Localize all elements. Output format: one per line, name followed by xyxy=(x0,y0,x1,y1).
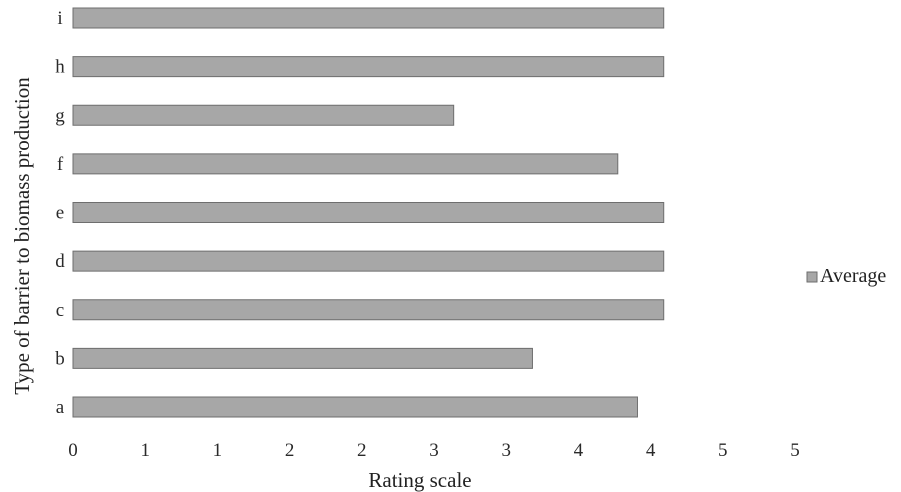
y-tick-labels: a b c d e f g h i xyxy=(55,8,65,418)
y-tick-label-h: h xyxy=(55,57,65,78)
x-tick-label: 5 xyxy=(790,440,800,461)
x-tick-label: 1 xyxy=(213,440,223,461)
y-tick-label-f: f xyxy=(57,154,64,175)
x-tick-label: 2 xyxy=(285,440,295,461)
bar-e xyxy=(72,202,665,223)
bar-a xyxy=(72,396,638,418)
y-tick-label-e: e xyxy=(56,203,64,224)
x-tick-label: 3 xyxy=(429,440,439,461)
x-tick-label: 2 xyxy=(357,440,367,461)
bar-c xyxy=(72,299,665,321)
bar-b xyxy=(72,347,533,369)
legend-swatch-average xyxy=(806,271,818,283)
y-tick-label-g: g xyxy=(55,105,65,126)
y-tick-label-b: b xyxy=(55,348,65,369)
x-tick-label: 3 xyxy=(501,440,511,461)
bar-d xyxy=(72,250,665,272)
x-tick-label: 5 xyxy=(718,440,728,461)
x-tick-label: 4 xyxy=(646,440,656,461)
bars-layer xyxy=(72,7,665,418)
bar-f xyxy=(72,153,619,175)
legend: Average xyxy=(806,265,886,287)
y-tick-label-c: c xyxy=(56,300,64,321)
y-tick-label-d: d xyxy=(55,251,65,272)
x-tick-labels: 0 1 1 2 2 3 3 4 4 5 5 xyxy=(68,440,800,461)
bar-i xyxy=(72,7,665,29)
x-tick-label: 4 xyxy=(574,440,584,461)
x-axis-title: Rating scale xyxy=(368,468,471,492)
bar-g xyxy=(72,104,455,126)
bar-h xyxy=(72,56,665,78)
x-tick-label: 0 xyxy=(68,440,78,461)
y-tick-label-i: i xyxy=(57,8,62,29)
x-tick-label: 1 xyxy=(140,440,150,461)
legend-label-average: Average xyxy=(820,265,886,287)
y-axis-title: Type of barrier to biomass production xyxy=(10,77,34,395)
y-tick-label-a: a xyxy=(56,397,65,418)
